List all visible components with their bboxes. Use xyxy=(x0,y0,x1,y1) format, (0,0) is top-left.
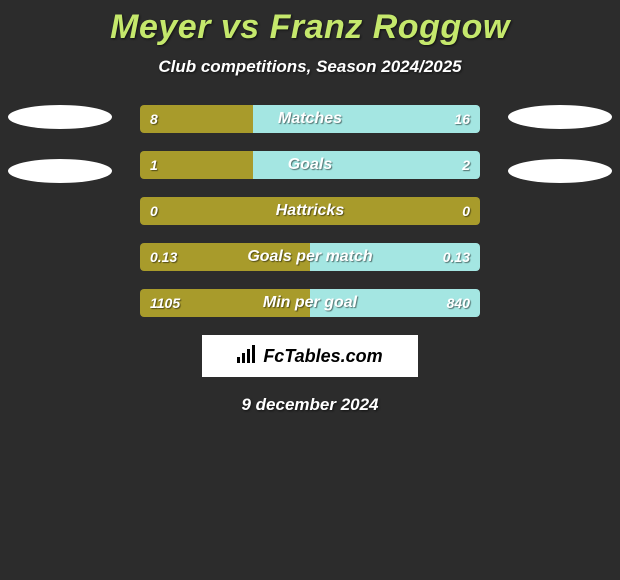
club-badge-right xyxy=(508,159,612,183)
stat-label: Min per goal xyxy=(140,289,480,317)
stat-row: 816Matches xyxy=(140,105,480,133)
footer-date: 9 december 2024 xyxy=(0,395,620,415)
stat-label: Goals xyxy=(140,151,480,179)
brand-text: FcTables.com xyxy=(263,346,382,367)
club-badge-right xyxy=(508,105,612,129)
stat-row: 0.130.13Goals per match xyxy=(140,243,480,271)
comparison-chart: 816Matches 12Goals 00Hattricks 0.130.13Goal… xyxy=(0,105,620,317)
stat-label: Goals per match xyxy=(140,243,480,271)
club-badge-left xyxy=(8,105,112,129)
stat-row: 12Goals xyxy=(140,151,480,179)
page-subtitle: Club competitions, Season 2024/2025 xyxy=(0,57,620,77)
club-badge-left xyxy=(8,159,112,183)
stat-row: 1105840Min per goal xyxy=(140,289,480,317)
brand-logo[interactable]: FcTables.com xyxy=(202,335,418,377)
stat-label: Hattricks xyxy=(140,197,480,225)
stat-label: Matches xyxy=(140,105,480,133)
stat-row: 00Hattricks xyxy=(140,197,480,225)
chart-icon xyxy=(237,345,257,368)
page-title: Meyer vs Franz Roggow xyxy=(0,8,620,47)
